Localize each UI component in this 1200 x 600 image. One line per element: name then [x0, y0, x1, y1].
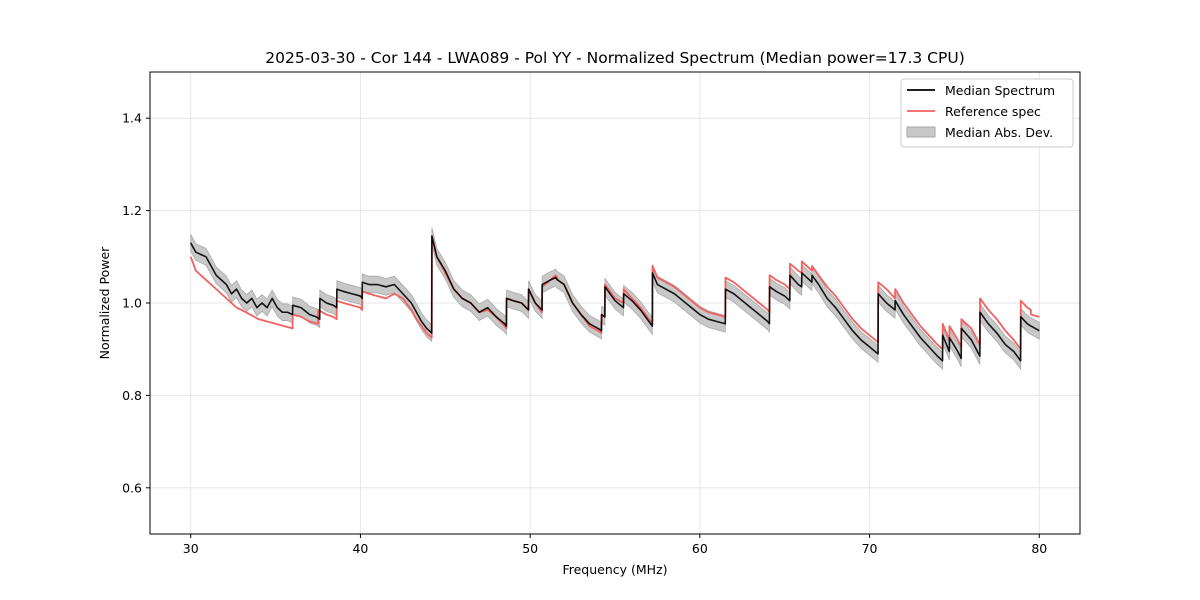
- chart-title: 2025-03-30 - Cor 144 - LWA089 - Pol YY -…: [265, 49, 965, 67]
- y-tick-label: 1.0: [122, 296, 142, 311]
- legend-label-median: Median Spectrum: [945, 83, 1055, 98]
- legend: Median Spectrum Reference spec Median Ab…: [900, 78, 1074, 148]
- legend-swatch-mad: [906, 126, 936, 138]
- series-layer: [189, 235, 1040, 362]
- x-tick-label: 60: [692, 541, 708, 556]
- legend-label-reference: Reference spec: [945, 104, 1041, 119]
- legend-label-mad: Median Abs. Dev.: [945, 125, 1053, 140]
- x-axis-ticks: 30 40 50 60 70 80: [183, 534, 1047, 556]
- y-tick-label: 1.2: [122, 203, 142, 218]
- y-axis-ticks: 0.6 0.8 1.0 1.2 1.4: [122, 111, 150, 495]
- x-tick-label: 40: [352, 541, 368, 556]
- y-tick-label: 1.4: [122, 111, 142, 126]
- y-tick-label: 0.8: [122, 388, 142, 403]
- x-tick-label: 80: [1031, 541, 1047, 556]
- legend-box: [900, 78, 1074, 148]
- x-tick-label: 30: [183, 541, 199, 556]
- y-tick-label: 0.6: [122, 480, 142, 495]
- x-tick-label: 50: [522, 541, 538, 556]
- x-tick-label: 70: [862, 541, 878, 556]
- x-axis-label: Frequency (MHz): [562, 562, 667, 577]
- y-axis-label: Normalized Power: [97, 246, 112, 360]
- median-spectrum-line: [190, 235, 1040, 362]
